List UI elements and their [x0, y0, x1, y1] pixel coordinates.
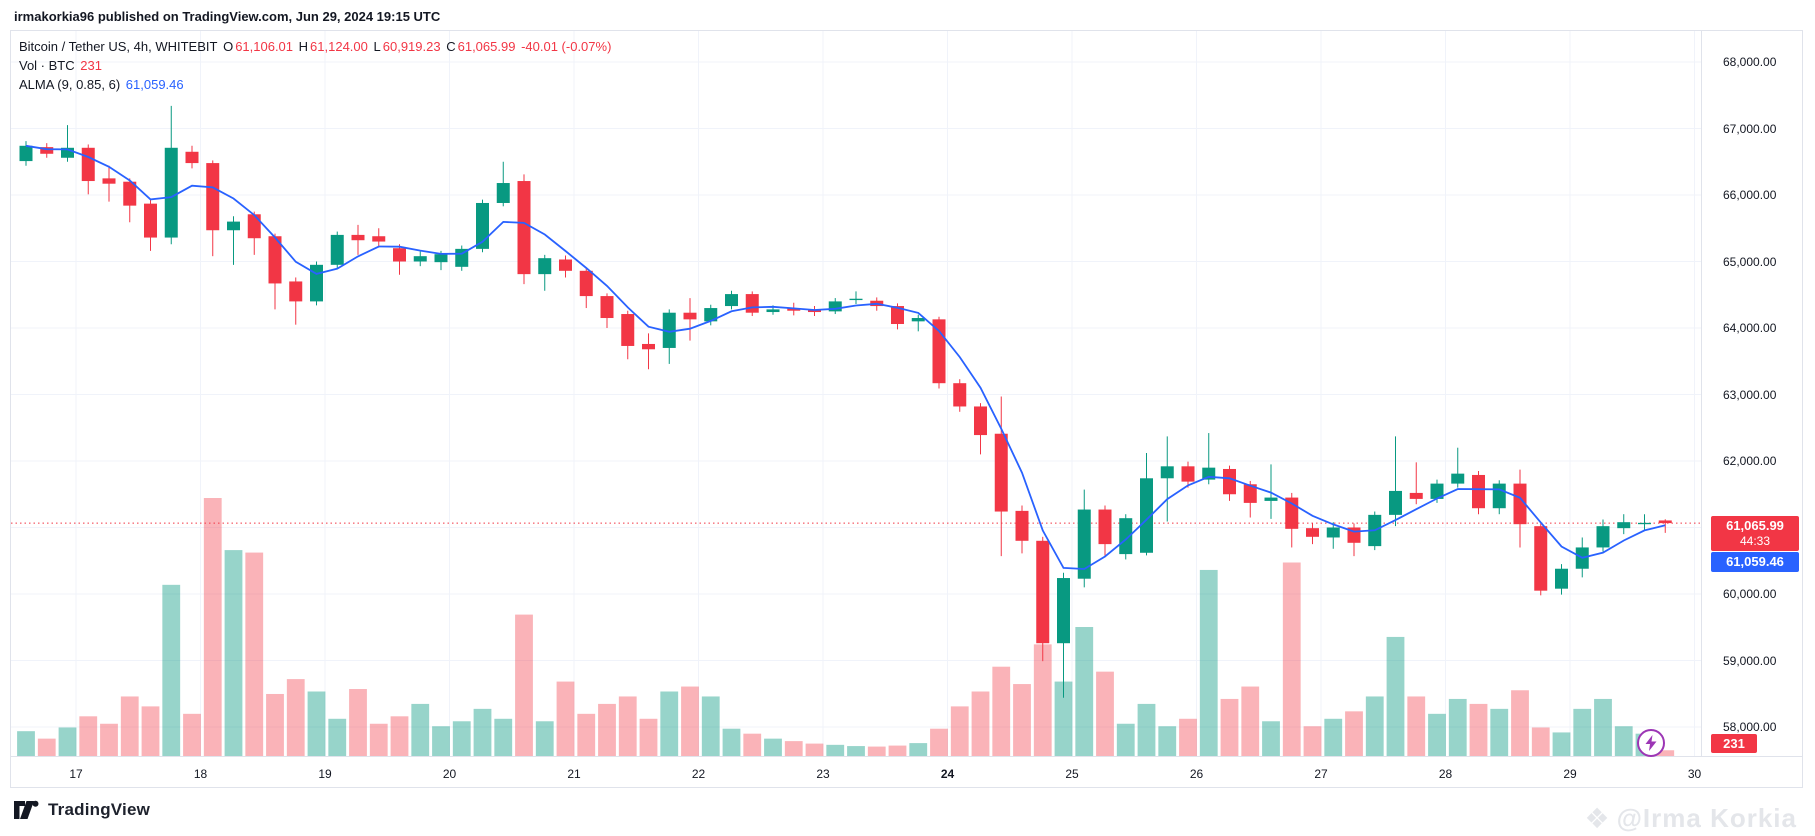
last-price-value: 61,065.99 — [1726, 518, 1784, 533]
price-axis-label: 67,000.00 — [1723, 121, 1777, 136]
tradingview-attribution[interactable]: TradingView — [14, 800, 150, 820]
time-axis-label[interactable]: 28 — [1438, 767, 1453, 781]
close-label: C — [446, 39, 456, 54]
author-logo-icon: ❖ — [1584, 803, 1611, 834]
open-value: 61,106.01 — [235, 39, 294, 54]
time-axis-label[interactable]: 23 — [816, 767, 830, 781]
price-axis-label: 62,000.00 — [1723, 454, 1777, 468]
tradingview-wordmark: TradingView — [48, 800, 151, 819]
price-axis-label: 64,000.00 — [1723, 321, 1777, 335]
boost-button[interactable] — [1637, 729, 1665, 757]
time-axis-label[interactable]: 21 — [567, 767, 581, 781]
price-axis-label: 58,000.00 — [1723, 720, 1777, 734]
symbol-title: Bitcoin / Tether US, 4h, WHITEBIT — [19, 39, 218, 54]
tradingview-logo-icon — [14, 800, 39, 819]
price-axis-label: 63,000.00 — [1723, 387, 1777, 402]
high-value: 61,124.00 — [310, 39, 368, 54]
time-axis-label[interactable]: 18 — [193, 767, 208, 781]
legend-alma-row[interactable]: ALMA (9, 0.85, 6) 61,059.46 — [19, 75, 613, 94]
time-axis-label[interactable]: 22 — [691, 767, 706, 781]
low-label: L — [373, 39, 381, 54]
close-value: 61,065.99 — [457, 39, 516, 54]
lightning-icon — [1645, 735, 1657, 751]
open-label: O — [223, 39, 234, 54]
price-axis-label: 68,000.00 — [1723, 55, 1777, 69]
volume-badge: 231 — [1711, 734, 1757, 753]
time-axis-separator — [11, 756, 1802, 757]
volume-value: 231 — [80, 58, 102, 73]
alma-value: 61,059.46 — [125, 77, 184, 92]
price-chart-svg[interactable] — [11, 31, 1802, 787]
high-label: H — [298, 39, 309, 54]
price-axis-label: 60,000.00 — [1723, 587, 1777, 601]
time-axis-label[interactable]: 27 — [1314, 767, 1328, 781]
tradingview-chart-widget[interactable]: Bitcoin / Tether US, 4h, WHITEBIT O 61,10… — [10, 30, 1803, 788]
time-axis-label[interactable]: 25 — [1065, 767, 1079, 781]
time-axis-label[interactable]: 24 — [940, 767, 955, 781]
time-axis-label[interactable]: 17 — [69, 767, 83, 781]
legend-symbol-row[interactable]: Bitcoin / Tether US, 4h, WHITEBIT O 61,10… — [19, 37, 613, 56]
price-axis-label: 66,000.00 — [1723, 188, 1777, 202]
alma-price-badge: 61,059.46 — [1711, 552, 1799, 572]
time-axis-label[interactable]: 20 — [442, 767, 457, 781]
change-value: -40.01 (-0.07%) — [521, 39, 612, 54]
publish-attribution: irmakorkia96 published on TradingView.co… — [14, 9, 441, 24]
bar-countdown: 44:33 — [1739, 534, 1771, 548]
alma-label: ALMA (9, 0.85, 6) — [19, 77, 121, 92]
time-axis-label[interactable]: 30 — [1687, 767, 1702, 781]
chart-legend: Bitcoin / Tether US, 4h, WHITEBIT O 61,10… — [19, 37, 613, 94]
low-value: 60,919.23 — [382, 39, 441, 54]
legend-volume-row[interactable]: Vol · BTC 231 — [19, 56, 613, 75]
price-axis-label: 59,000.00 — [1723, 653, 1777, 668]
last-price-badge: 61,065.99 44:33 — [1711, 516, 1799, 551]
time-axis-label[interactable]: 19 — [318, 767, 332, 781]
author-watermark-text: @Irma Korkia — [1616, 803, 1797, 833]
author-watermark: ❖ @Irma Korkia — [1584, 802, 1797, 835]
price-axis-label: 65,000.00 — [1723, 254, 1777, 269]
price-axis-separator — [1701, 31, 1702, 756]
time-axis-label[interactable]: 26 — [1189, 767, 1204, 781]
volume-label: Vol · BTC — [19, 58, 75, 73]
time-axis-label[interactable]: 29 — [1563, 767, 1577, 781]
